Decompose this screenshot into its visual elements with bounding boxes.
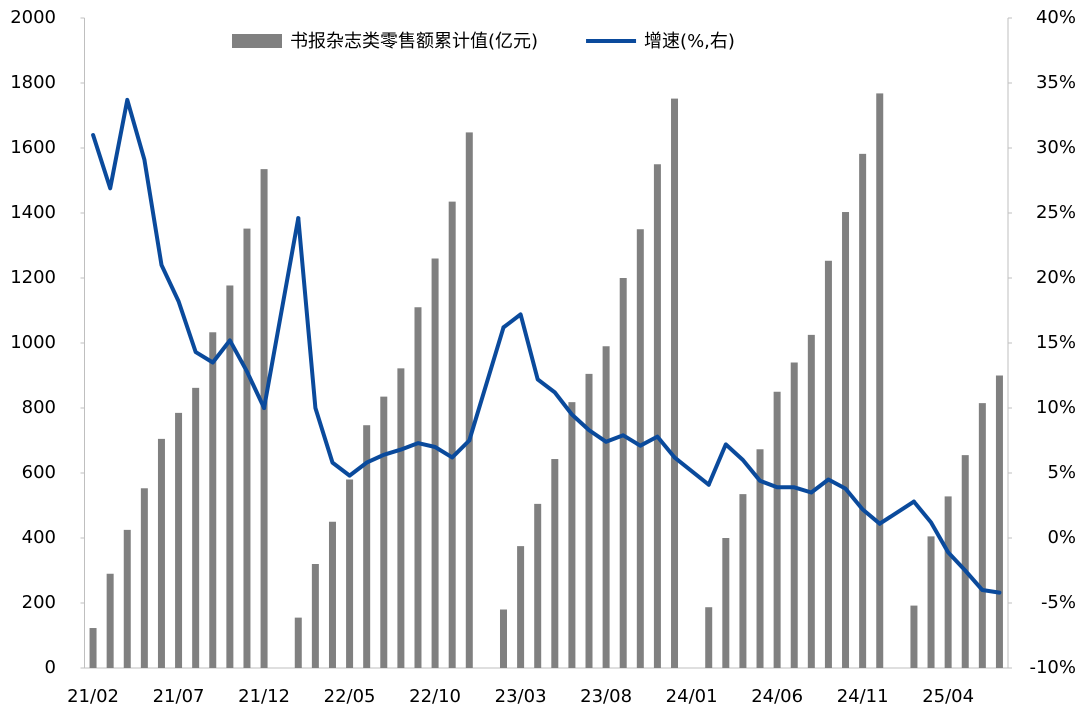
bar — [636, 229, 644, 668]
y-tick-label: 2000 — [10, 7, 56, 28]
bar — [465, 132, 473, 668]
bar — [842, 212, 850, 668]
bar — [243, 228, 251, 668]
x-tick-label: 23/03 — [495, 686, 547, 707]
bar — [927, 536, 935, 668]
y-tick-label: 0 — [45, 657, 56, 678]
bar — [328, 521, 336, 668]
y2-tick-label: 10% — [1036, 397, 1076, 418]
y-tick-label: 200 — [22, 592, 56, 613]
y-tick-label: 400 — [22, 527, 56, 548]
y-tick-label: 1800 — [10, 72, 56, 93]
bar — [653, 164, 661, 668]
bar — [499, 609, 507, 668]
bar — [380, 396, 388, 668]
y2-tick-label: 20% — [1036, 267, 1076, 288]
x-tick-label: 23/08 — [580, 686, 632, 707]
bar — [209, 332, 217, 668]
bar — [756, 449, 764, 668]
bar — [226, 285, 234, 668]
bar — [773, 391, 781, 668]
legend-swatch — [232, 34, 282, 48]
bar — [123, 529, 131, 668]
growth-line — [911, 499, 1002, 595]
growth-line — [501, 312, 677, 460]
bar — [807, 334, 815, 668]
bar — [534, 503, 542, 668]
y2-tick-label: 40% — [1036, 7, 1076, 28]
y-tick-label: 1200 — [10, 267, 56, 288]
y-tick-label: 1000 — [10, 332, 56, 353]
x-tick-label: 25/04 — [922, 686, 974, 707]
bar — [671, 98, 679, 669]
bar — [722, 538, 730, 668]
bar — [602, 346, 610, 668]
bar — [619, 278, 627, 668]
x-tick-label: 21/12 — [238, 686, 290, 707]
y-tick-label: 600 — [22, 462, 56, 483]
bar — [431, 258, 439, 668]
bar — [961, 455, 969, 668]
y-tick-label: 800 — [22, 397, 56, 418]
bar — [824, 260, 832, 668]
y2-tick-label: 25% — [1036, 202, 1076, 223]
line-gap-connector — [467, 325, 506, 443]
bar — [414, 307, 422, 668]
bar — [260, 169, 268, 668]
y-tick-label: 1600 — [10, 137, 56, 158]
bar — [106, 573, 114, 668]
bar — [294, 617, 302, 668]
x-tick-label: 22/10 — [409, 686, 461, 707]
bar — [944, 496, 952, 668]
legend-label: 书报杂志类零售额累计值(亿元) — [290, 31, 538, 52]
line-gap-connector — [672, 455, 711, 487]
bar — [192, 387, 200, 668]
bar — [790, 362, 798, 668]
bar — [910, 605, 918, 668]
bar — [140, 488, 148, 668]
x-tick-label: 21/07 — [153, 686, 205, 707]
y2-tick-label: -5% — [1041, 592, 1076, 613]
bar — [363, 425, 371, 668]
y2-tick-label: 30% — [1036, 137, 1076, 158]
bar — [175, 412, 183, 668]
line-gap-connector — [877, 499, 916, 526]
y-tick-label: 1400 — [10, 202, 56, 223]
bar — [859, 153, 867, 669]
bar — [346, 479, 354, 668]
bar — [517, 546, 525, 668]
growth-line — [296, 216, 472, 478]
bar — [705, 607, 713, 668]
bar — [585, 373, 593, 668]
x-tick-label: 24/11 — [837, 686, 889, 707]
bar — [995, 375, 1003, 668]
bar — [397, 368, 405, 668]
bar — [157, 438, 165, 668]
bar — [311, 564, 319, 668]
bar — [876, 93, 884, 668]
growth-line — [91, 97, 267, 410]
bar — [551, 459, 559, 668]
y2-tick-label: 0% — [1047, 527, 1076, 548]
bar — [568, 402, 576, 668]
y2-tick-label: -10% — [1029, 657, 1076, 678]
growth-line — [706, 442, 882, 526]
line-gap-connector — [262, 216, 301, 410]
x-tick-label: 21/02 — [67, 686, 119, 707]
x-tick-label: 24/01 — [666, 686, 718, 707]
bar — [739, 494, 747, 668]
y2-tick-label: 15% — [1036, 332, 1076, 353]
y2-tick-label: 5% — [1047, 462, 1076, 483]
legend-label: 增速(%,右) — [644, 31, 735, 52]
bar — [89, 628, 97, 668]
bar — [978, 403, 986, 668]
x-tick-label: 22/05 — [324, 686, 376, 707]
y2-tick-label: 35% — [1036, 72, 1076, 93]
bar — [448, 201, 456, 668]
x-tick-label: 24/06 — [751, 686, 803, 707]
